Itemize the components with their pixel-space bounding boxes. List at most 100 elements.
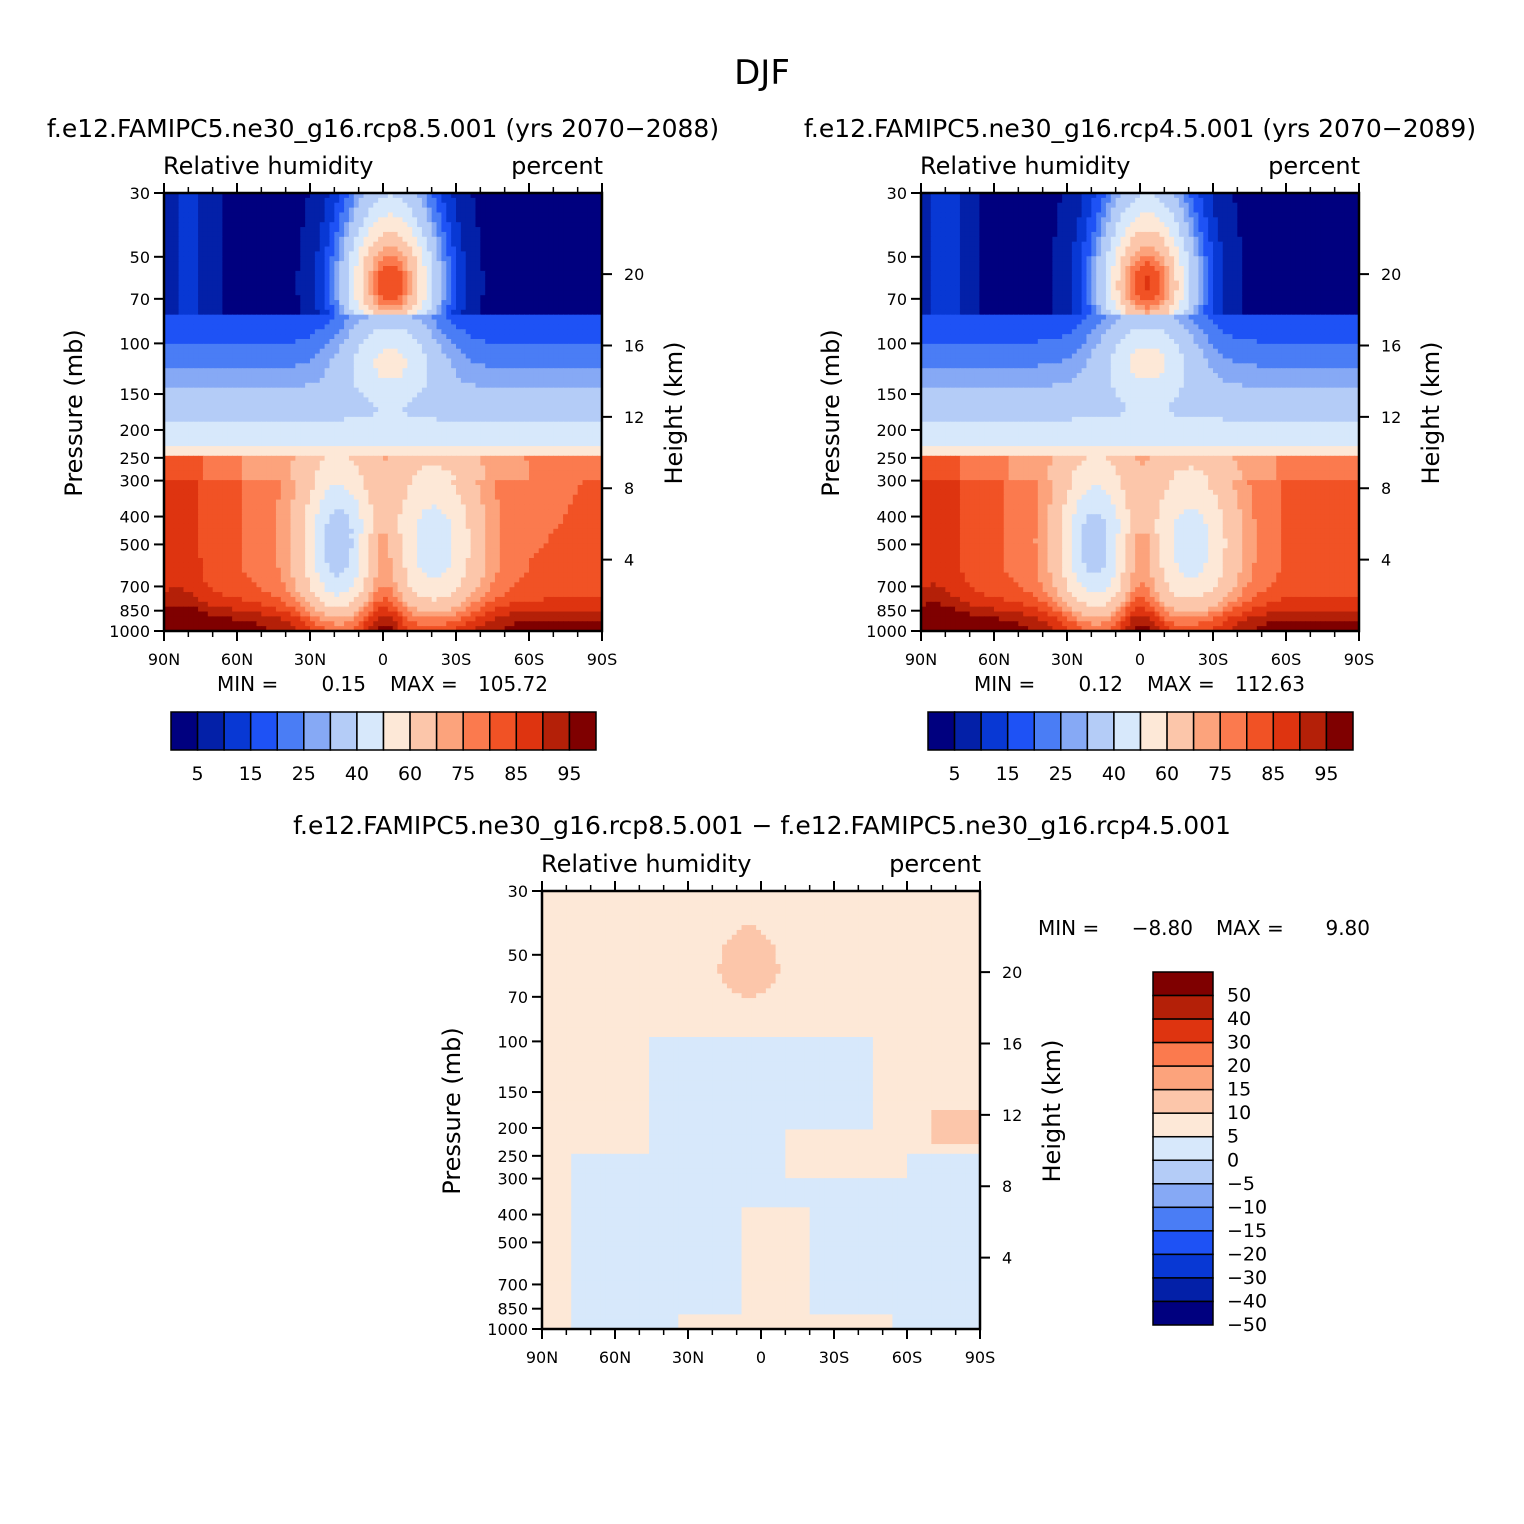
field-cell [359, 334, 364, 339]
field-cell [183, 436, 188, 441]
field-cell [242, 402, 247, 407]
field-cell [461, 393, 466, 398]
field-cell [500, 305, 505, 310]
field-cell [456, 354, 461, 359]
field-cell [237, 461, 242, 466]
field-cell [179, 446, 184, 451]
field-cell [446, 383, 451, 388]
field-cell [373, 203, 378, 208]
field-cell [573, 256, 578, 261]
field-cell [510, 388, 515, 393]
field-cell [422, 222, 427, 227]
field-cell [295, 456, 300, 461]
field-cell [573, 217, 578, 222]
field-cell [393, 436, 398, 441]
field-cell [553, 320, 558, 325]
field-cell [174, 446, 179, 451]
field-cell [310, 329, 315, 334]
field-cell [510, 271, 515, 276]
field-cell [266, 208, 271, 213]
field-cell [368, 397, 373, 402]
field-cell [208, 344, 213, 349]
field-cell [402, 329, 407, 334]
field-cell [553, 266, 558, 271]
field-cell [208, 397, 213, 402]
field-cell [398, 393, 403, 398]
field-cell [193, 378, 198, 383]
field-cell [432, 412, 437, 417]
field-cell [519, 208, 524, 213]
field-cell [339, 412, 344, 417]
field-cell [218, 378, 223, 383]
field-cell [222, 358, 227, 363]
field-cell [373, 368, 378, 373]
field-cell [388, 208, 393, 213]
field-cell [587, 358, 592, 363]
field-cell [368, 417, 373, 422]
field-cell [247, 290, 252, 295]
field-cell [441, 256, 446, 261]
field-cell [432, 397, 437, 402]
field-cell [183, 232, 188, 237]
field-cell [310, 397, 315, 402]
field-cell [471, 378, 476, 383]
field-cell [305, 285, 310, 290]
field-cell [500, 397, 505, 402]
field-cell [568, 388, 573, 393]
field-cell [349, 232, 354, 237]
field-cell [383, 320, 388, 325]
field-cell [500, 324, 505, 329]
field-cell [563, 320, 568, 325]
field-cell [218, 320, 223, 325]
field-cell [281, 397, 286, 402]
field-cell [417, 247, 422, 252]
field-cell [339, 397, 344, 402]
field-cell [344, 227, 349, 232]
field-cell [256, 324, 261, 329]
field-cell [500, 378, 505, 383]
field-cell [466, 271, 471, 276]
field-cell [422, 300, 427, 305]
field-cell [402, 281, 407, 286]
field-cell [592, 412, 597, 417]
field-cell [339, 368, 344, 373]
field-cell [548, 373, 553, 378]
field-cell [534, 344, 539, 349]
field-cell [548, 315, 553, 320]
field-cell [368, 276, 373, 281]
field-cell [471, 349, 476, 354]
field-cell [578, 427, 583, 432]
field-cell [402, 256, 407, 261]
field-cell [203, 388, 208, 393]
field-cell [271, 320, 276, 325]
field-cell [179, 305, 184, 310]
field-cell [592, 402, 597, 407]
field-cell [505, 446, 510, 451]
field-cell [485, 324, 490, 329]
field-cell [587, 378, 592, 383]
field-cell [203, 383, 208, 388]
field-cell [300, 436, 305, 441]
field-cell [383, 436, 388, 441]
field-cell [213, 300, 218, 305]
field-cell [364, 339, 369, 344]
field-cell [534, 310, 539, 315]
field-cell [480, 227, 485, 232]
field-cell [378, 329, 383, 334]
field-cell [237, 393, 242, 398]
field-cell [417, 315, 422, 320]
field-cell [466, 368, 471, 373]
field-cell [237, 300, 242, 305]
field-cell [344, 232, 349, 237]
field-cell [500, 451, 505, 456]
field-cell [563, 422, 568, 427]
field-cell [305, 261, 310, 266]
field-cell [456, 300, 461, 305]
field-cell [227, 393, 232, 398]
field-cell [456, 334, 461, 339]
field-cell [383, 417, 388, 422]
field-cell [422, 402, 427, 407]
field-cell [349, 344, 354, 349]
field-cell [480, 242, 485, 247]
field-cell [529, 198, 534, 203]
